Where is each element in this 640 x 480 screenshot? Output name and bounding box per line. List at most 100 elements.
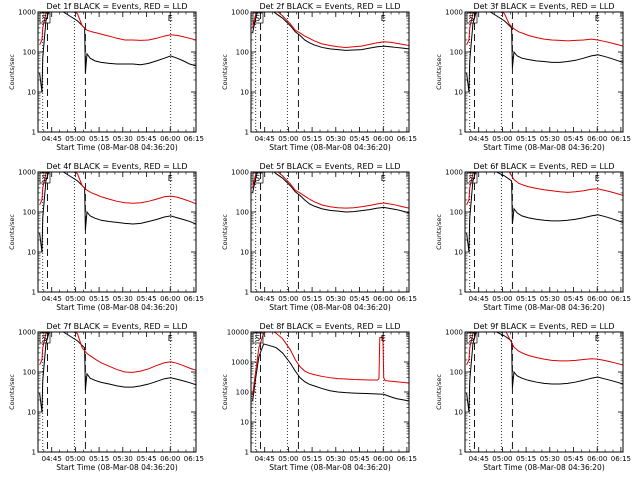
panel-title: Det 7f BLACK = Events, RED = LLD	[46, 322, 187, 331]
y-tick-label: 1	[245, 129, 249, 137]
x-tick-label: 04:45	[42, 455, 62, 463]
x-tick-label: 05:30	[540, 135, 560, 143]
x-tick-label: 04:45	[255, 135, 275, 143]
x-tick-label: 05:15	[89, 135, 109, 143]
y-axis-label: Counts/sec	[221, 214, 229, 250]
x-tick-label: 06:15	[397, 295, 417, 303]
y-axis-label: Counts/sec	[435, 374, 443, 410]
panel-title: Det 3f BLACK = Events, RED = LLD	[473, 2, 614, 11]
panel-8: Det 8f BLACK = Events, RED = LLD Counts/s…	[221, 322, 417, 472]
start-marker-label: S	[42, 334, 47, 343]
panel-title: Det 1f BLACK = Events, RED = LLD	[46, 2, 187, 11]
x-tick-label: 06:00	[587, 455, 607, 463]
x-tick-label: 06:15	[397, 135, 417, 143]
y-tick-label: 10	[240, 419, 249, 427]
end-marker-label: E	[381, 334, 386, 343]
x-axis-label: Start Time (08-Mar-08 04:36:20)	[483, 463, 605, 472]
x-tick-label: 05:30	[540, 295, 560, 303]
x-tick-label: 06:00	[160, 455, 180, 463]
x-tick-label: 05:45	[349, 295, 369, 303]
x-tick-label: 05:00	[278, 295, 298, 303]
x-tick-label: 05:15	[516, 455, 536, 463]
start-marker-box	[252, 332, 264, 344]
start-marker-label: S	[255, 334, 260, 343]
y-tick-label: 1000	[18, 169, 36, 177]
x-tick-label: 05:45	[136, 455, 156, 463]
end-marker-label: E	[168, 174, 173, 183]
series-events-line	[466, 12, 623, 93]
panel-3: Det 3f BLACK = Events, RED = LLD Counts/s…	[435, 2, 631, 152]
y-tick-label: 10	[454, 409, 463, 417]
end-marker-label: E	[168, 14, 173, 23]
x-tick-label: 05:15	[89, 295, 109, 303]
y-tick-label: 1000	[231, 169, 249, 177]
y-tick-label: 100	[236, 209, 249, 217]
start-marker-label: S	[469, 334, 474, 343]
x-axis-label: Start Time (08-Mar-08 04:36:20)	[269, 143, 391, 152]
start-marker-box	[39, 332, 51, 344]
end-marker-label: E	[381, 14, 386, 23]
panel-title: Det 9f BLACK = Events, RED = LLD	[473, 322, 614, 331]
x-tick-label: 04:45	[469, 135, 489, 143]
y-axis-label: Counts/sec	[8, 374, 16, 410]
y-axis-label: Counts/sec	[8, 54, 16, 90]
y-tick-label: 1000	[18, 9, 36, 17]
panel-6: Det 6f BLACK = Events, RED = LLD Counts/s…	[435, 162, 631, 312]
series-lld-line	[466, 172, 623, 206]
x-tick-label: 05:00	[492, 455, 512, 463]
start-marker-box	[39, 12, 51, 24]
x-tick-label: 06:15	[611, 295, 631, 303]
x-tick-label: 06:15	[397, 455, 417, 463]
y-tick-label: 10	[454, 249, 463, 257]
x-tick-label: 04:45	[42, 295, 62, 303]
end-marker-label: E	[595, 334, 600, 343]
series-lld-line	[252, 172, 409, 209]
plot-frame	[464, 331, 624, 453]
x-tick-label: 04:45	[469, 295, 489, 303]
x-tick-label: 06:15	[184, 295, 204, 303]
x-tick-label: 06:15	[611, 455, 631, 463]
y-tick-label: 10	[27, 409, 36, 417]
x-tick-label: 06:00	[587, 135, 607, 143]
x-tick-label: 06:00	[373, 135, 393, 143]
plot-frame	[37, 11, 197, 133]
panel-title: Det 6f BLACK = Events, RED = LLD	[473, 162, 614, 171]
y-tick-label: 1	[245, 449, 249, 457]
y-tick-label: 1	[245, 289, 249, 297]
x-tick-label: 05:30	[326, 295, 346, 303]
start-marker-box	[466, 332, 478, 344]
end-marker-label: E	[595, 14, 600, 23]
x-tick-label: 05:45	[349, 135, 369, 143]
panel-1: Det 1f BLACK = Events, RED = LLD Counts/s…	[8, 2, 204, 152]
y-axis-label: Counts/sec	[435, 54, 443, 90]
start-marker-label: S	[469, 174, 474, 183]
x-tick-label: 05:45	[136, 135, 156, 143]
series-lld-line	[252, 332, 409, 395]
start-marker-box	[252, 12, 264, 24]
x-tick-label: 05:30	[326, 455, 346, 463]
x-axis-label: Start Time (08-Mar-08 04:36:20)	[269, 303, 391, 312]
plot-frame	[250, 171, 410, 293]
y-tick-label: 1000	[18, 329, 36, 337]
x-axis-label: Start Time (08-Mar-08 04:36:20)	[56, 463, 178, 472]
end-marker-label: E	[381, 174, 386, 183]
start-marker-box	[252, 172, 264, 184]
y-tick-label: 1000	[445, 9, 463, 17]
start-marker-label: S	[255, 174, 260, 183]
series-lld-line	[39, 12, 196, 46]
y-tick-label: 10	[454, 89, 463, 97]
end-marker-label: E	[595, 174, 600, 183]
y-tick-label: 1000	[231, 9, 249, 17]
x-tick-label: 05:15	[302, 455, 322, 463]
y-tick-label: 10	[27, 89, 36, 97]
series-lld-line	[39, 172, 196, 206]
x-axis-label: Start Time (08-Mar-08 04:36:20)	[483, 143, 605, 152]
x-tick-label: 05:30	[113, 455, 133, 463]
start-marker-label: S	[42, 14, 47, 23]
panel-title: Det 8f BLACK = Events, RED = LLD	[259, 322, 400, 331]
y-tick-label: 1	[459, 129, 463, 137]
series-events-line	[252, 12, 409, 51]
y-tick-label: 10	[240, 89, 249, 97]
y-tick-label: 1	[32, 289, 36, 297]
start-marker-label: S	[255, 14, 260, 23]
